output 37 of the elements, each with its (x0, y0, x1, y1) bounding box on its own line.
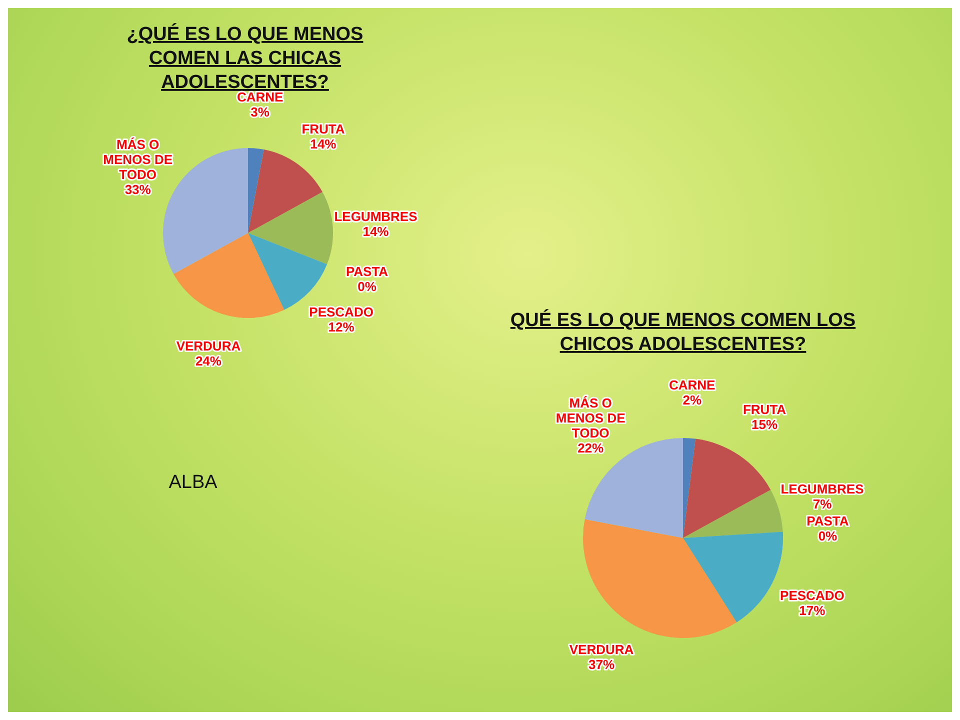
data-label: 37% (588, 656, 615, 672)
slice-label: MÁS O MENOS DE TODO (103, 136, 173, 182)
pie-slice (248, 148, 264, 233)
data-label: 7% (812, 496, 832, 512)
slice-label: VERDURA (569, 642, 634, 657)
text: 0% (818, 528, 838, 544)
text: ALBA (168, 472, 218, 493)
data-label: 14% (310, 136, 337, 152)
slice-label: PESCADO (309, 304, 374, 320)
data-label: 24% (195, 354, 222, 369)
chart-title: QUÉ ES LO QUE MENOS COMEN LOS CHICOS ADOLESCENTES? (510, 309, 856, 355)
slice-label: PESCADO (780, 588, 844, 603)
slice-label: LEGUMBRES (334, 208, 418, 224)
category-label: PASTA (806, 514, 849, 529)
slice-label: FRUTA (302, 122, 346, 137)
data-label: 17% (799, 602, 826, 618)
data-label: 2% (682, 392, 702, 408)
slice-label: MÁS O MENOS DE TODO (556, 395, 626, 440)
pie-slice (683, 438, 696, 538)
slice-label: LEGUMBRES (780, 482, 864, 497)
data-label: 3% (250, 104, 270, 120)
slice-label: FRUTA (742, 402, 787, 418)
pie-slice (248, 150, 322, 233)
slice-label: CARNE (668, 377, 716, 392)
data-label: 14% (362, 224, 390, 239)
data-label: 22% (578, 440, 604, 456)
category-label: PASTA (346, 264, 388, 280)
pie-slice (683, 490, 783, 538)
pie-slice (683, 438, 771, 538)
pie-slice (248, 192, 333, 264)
pie-slice (583, 519, 737, 638)
pie-slice (174, 233, 284, 318)
text: 0% (358, 279, 376, 294)
data-label: 33% (124, 182, 152, 197)
data-label: 12% (328, 320, 355, 335)
data-label: 15% (751, 417, 778, 432)
slice-label: VERDURA (176, 338, 242, 354)
